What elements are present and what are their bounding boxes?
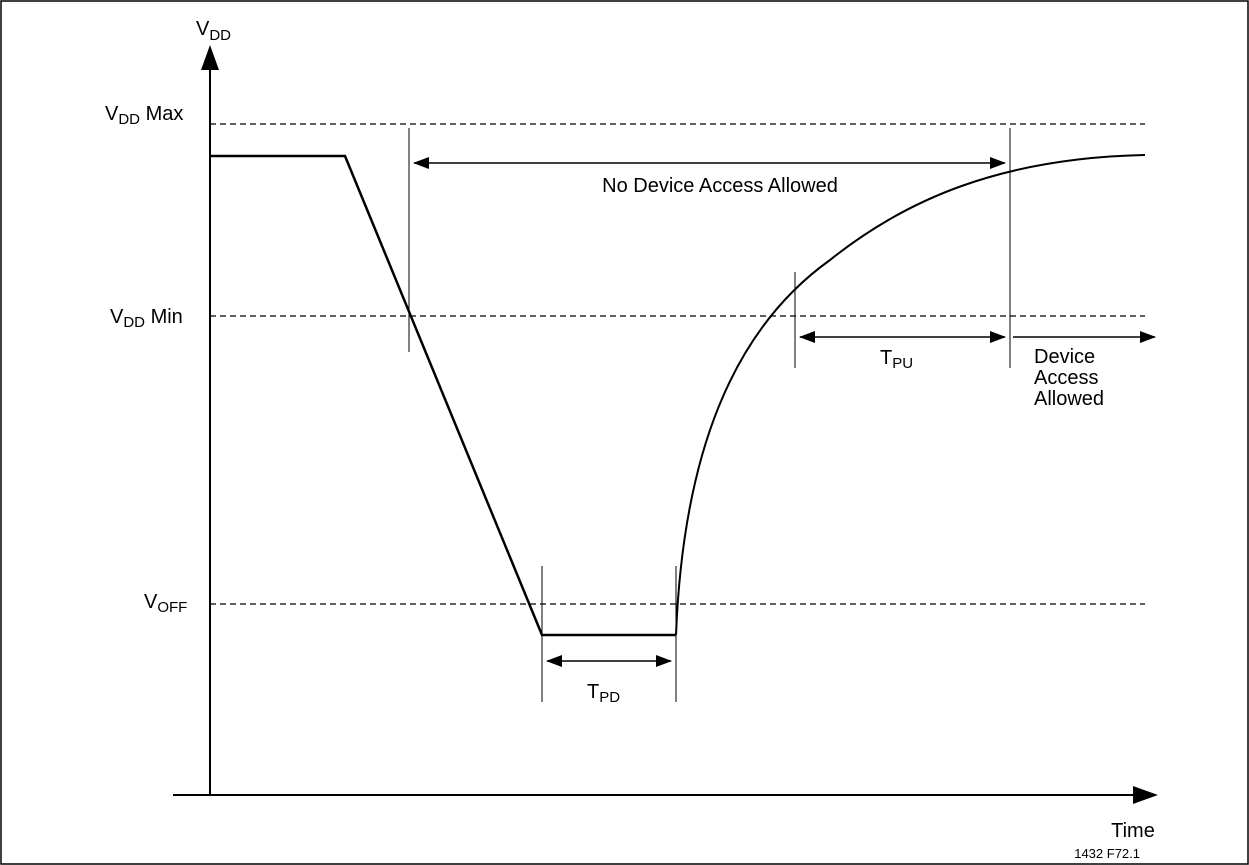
level-lines <box>210 123 1145 605</box>
tpu-label: TPU <box>880 347 913 372</box>
y-axis-arrowhead <box>201 45 219 70</box>
power-down-trace <box>210 154 676 637</box>
tpd-label: TPD <box>587 681 620 706</box>
vdd-min-label: VDD Min <box>110 306 183 331</box>
figure-id: 1432 F72.1 <box>1074 846 1140 861</box>
no-access-label: No Device Access Allowed <box>602 175 838 197</box>
x-axis-label: Time <box>1111 820 1155 842</box>
marker-lines <box>408 128 1011 702</box>
voff-label: VOFF <box>144 591 187 616</box>
vdd-max-label: VDD Max <box>105 103 183 128</box>
device-access-label: Device Access Allowed <box>1034 346 1104 410</box>
power-up-trace <box>675 154 1146 636</box>
dimension-arrows <box>413 157 1156 667</box>
vdd-waveform <box>210 154 1146 637</box>
y-axis-label: VDD <box>196 18 231 44</box>
axes <box>173 45 1158 804</box>
x-axis-arrowhead <box>1133 786 1158 804</box>
